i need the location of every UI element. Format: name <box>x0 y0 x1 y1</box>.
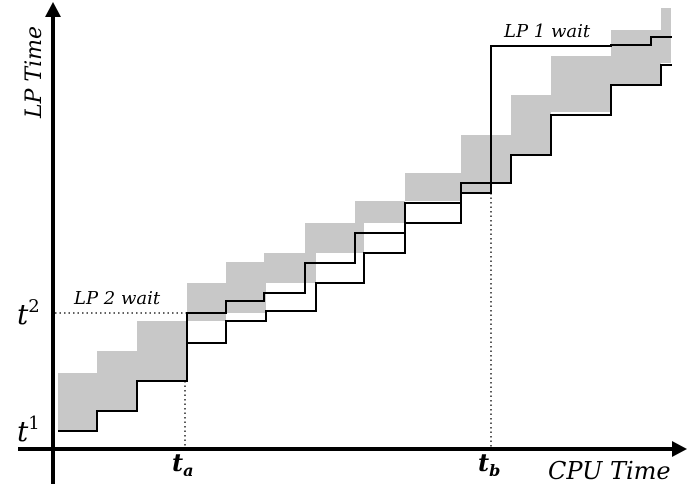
tb-tick-label: tb <box>478 448 500 480</box>
lp1-wait-label: LP 1 wait <box>503 21 591 42</box>
lp2-step-line <box>187 64 672 344</box>
t1-tick-sup: 1 <box>28 413 39 434</box>
band-segment-late <box>491 8 671 183</box>
tb-tick-sub: b <box>489 461 500 480</box>
t2-tick-base: t <box>17 298 29 331</box>
x-axis-arrowhead <box>672 441 687 457</box>
y-axis-label: LP Time <box>22 26 47 119</box>
lp2-wait-label: LP 2 wait <box>73 288 161 309</box>
y-axis-arrowhead <box>45 2 61 17</box>
ta-tick-label: ta <box>172 448 193 480</box>
ta-tick-base: t <box>172 448 183 477</box>
ta-tick-sub: a <box>183 461 193 480</box>
axes <box>18 2 687 484</box>
t1-tick-base: t <box>17 415 29 448</box>
band-segment-early <box>58 321 187 431</box>
lp-time-band <box>58 8 671 431</box>
band-segment-middle <box>187 135 491 321</box>
x-axis-label: CPU Time <box>548 457 671 485</box>
t2-tick-sup: 2 <box>28 296 39 317</box>
lp1-step-line <box>58 36 672 432</box>
t1-tick-label: t1 <box>17 413 40 448</box>
t2-tick-label: t2 <box>17 296 40 331</box>
tb-tick-base: t <box>478 448 489 477</box>
